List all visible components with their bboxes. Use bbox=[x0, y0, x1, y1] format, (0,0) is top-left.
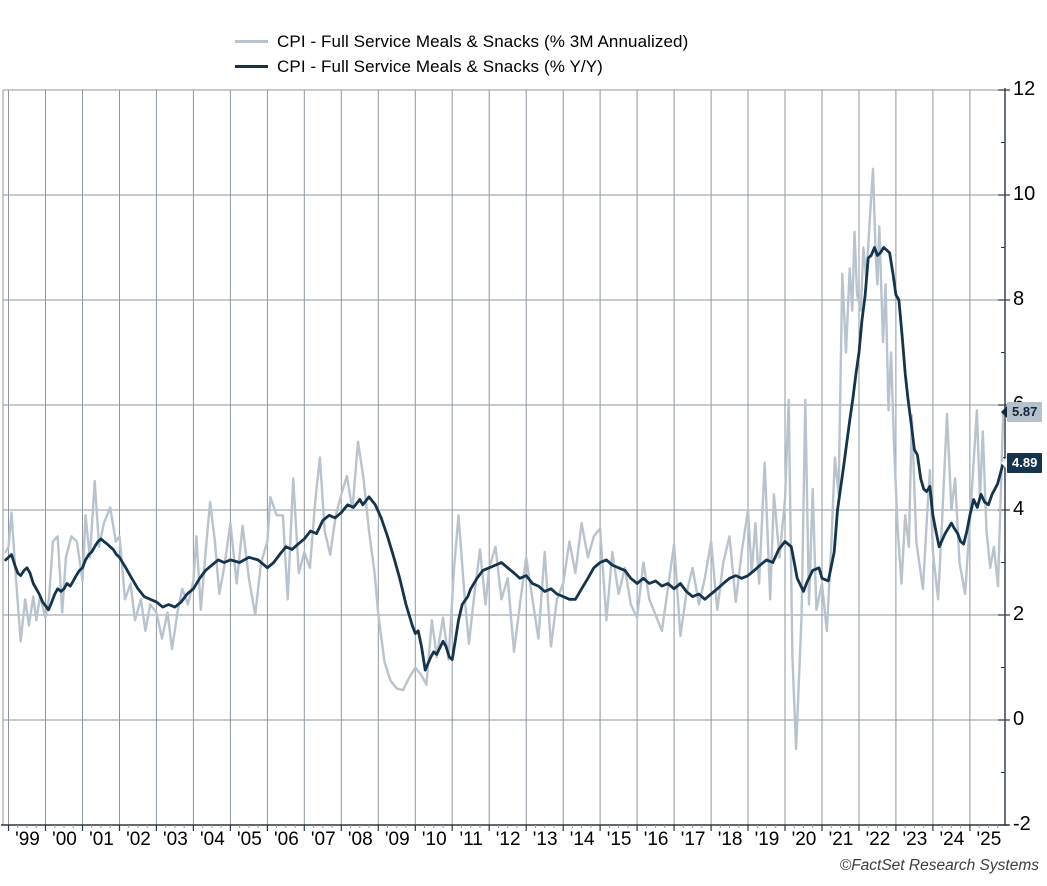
last-value-badge-yoy: 4.89 bbox=[1000, 453, 1043, 473]
y-tick-label: -2 bbox=[1013, 813, 1031, 836]
y-tick-label: 2 bbox=[1013, 603, 1025, 626]
legend-label-yoy: CPI - Full Service Meals & Snacks (% Y/Y… bbox=[277, 56, 603, 76]
y-tick-label: 4 bbox=[1013, 498, 1025, 521]
x-tick-label: '06 bbox=[274, 829, 299, 850]
x-tick-label: '23 bbox=[902, 829, 928, 850]
y-tick-label: 10 bbox=[1013, 183, 1036, 206]
x-tick-label: '20 bbox=[791, 829, 817, 850]
legend-item-yoy[interactable]: CPI - Full Service Meals & Snacks (% Y/Y… bbox=[235, 54, 688, 79]
x-tick-label: '25 bbox=[976, 829, 1002, 850]
x-tick-label: '16 bbox=[643, 829, 669, 850]
y-tick-label: 0 bbox=[1013, 708, 1025, 731]
legend-label-3m: CPI - Full Service Meals & Snacks (% 3M … bbox=[277, 31, 689, 51]
x-tick-label: '10 bbox=[421, 829, 447, 850]
y-tick-label: 8 bbox=[1013, 288, 1025, 311]
x-tick-label: '22 bbox=[865, 829, 891, 850]
x-tick-label: '24 bbox=[939, 829, 965, 850]
x-tick-label: '13 bbox=[532, 829, 558, 850]
legend-line-swatch-yoy bbox=[235, 65, 268, 68]
gridlines-vertical bbox=[2, 90, 971, 825]
x-tick-label: '17 bbox=[680, 829, 706, 850]
series-line-yoy bbox=[4, 246, 1005, 672]
last-value-yoy: 4.89 bbox=[1012, 455, 1038, 470]
x-tick-label: '09 bbox=[384, 829, 410, 850]
y-tick-label: 12 bbox=[1013, 78, 1036, 101]
x-tick-label: '21 bbox=[828, 829, 854, 850]
axis-frame bbox=[1, 88, 1010, 831]
x-tick-label: '11 bbox=[459, 829, 483, 850]
x-tick-label: '05 bbox=[237, 829, 262, 850]
x-tick-label: '03 bbox=[163, 829, 188, 850]
x-tick-label: '18 bbox=[717, 829, 743, 850]
x-tick-label: '04 bbox=[200, 829, 225, 850]
legend-line-swatch-3m bbox=[235, 40, 268, 43]
x-tick-label: '14 bbox=[569, 829, 595, 850]
last-value-badge-3m: 5.87 bbox=[1000, 402, 1043, 422]
x-tick-label: '99 bbox=[15, 829, 40, 850]
chart-legend: CPI - Full Service Meals & Snacks (% 3M … bbox=[235, 29, 688, 79]
x-tick-label: '01 bbox=[89, 829, 114, 850]
legend-item-3m-annualized[interactable]: CPI - Full Service Meals & Snacks (% 3M … bbox=[235, 29, 688, 54]
x-tick-label: '07 bbox=[310, 829, 336, 850]
x-tick-label: '00 bbox=[52, 829, 77, 850]
series-line-3m-annualized bbox=[4, 167, 1005, 751]
last-value-3m: 5.87 bbox=[1012, 404, 1038, 419]
x-tick-label: '15 bbox=[606, 829, 632, 850]
x-tick-label: '19 bbox=[754, 829, 780, 850]
copyright-note: ©FactSet Research Systems bbox=[839, 857, 1039, 874]
x-tick-label: '02 bbox=[126, 829, 151, 850]
gridlines-horizontal bbox=[3, 89, 1005, 826]
x-tick-label: '12 bbox=[495, 829, 521, 850]
x-tick-label: '08 bbox=[347, 829, 373, 850]
